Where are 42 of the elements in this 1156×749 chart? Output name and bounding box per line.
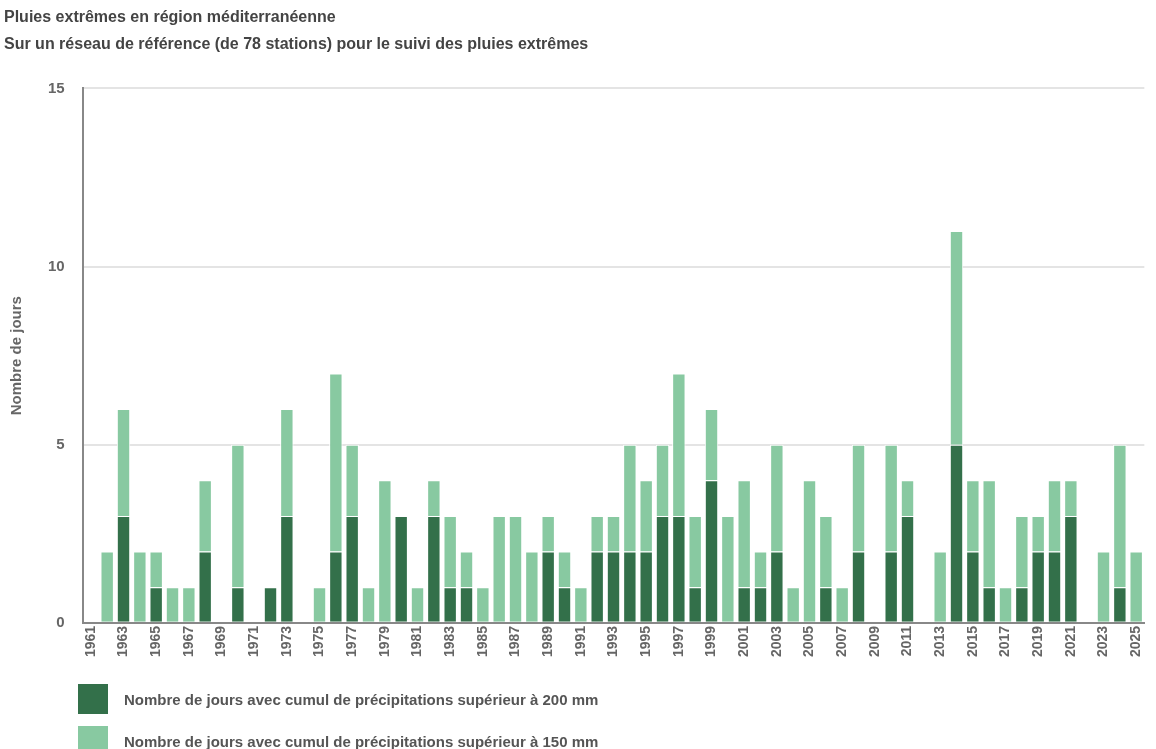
x-tick-label: 2017 (996, 625, 1013, 658)
chart-subtitle: Sur un réseau de référence (de 78 stations) pour le suivi des pluies extrêmes (4, 35, 589, 53)
x-tick-label: 1991 (571, 625, 588, 658)
x-tick-label: 2005 (800, 625, 817, 658)
legend-label: Nombre de jours avec cumul de précipitations supérieur à 150 mm (124, 732, 599, 749)
x-tick-label: 1977 (343, 625, 360, 658)
x-tick-label: 1973 (277, 625, 294, 658)
x-tick-label: 1995 (637, 625, 654, 658)
y-tick-label: 10 (48, 256, 65, 274)
y-tick-label: 0 (56, 613, 65, 630)
x-tick-label: 1987 (506, 625, 523, 658)
x-tick-label: 2001 (735, 625, 752, 658)
x-tick-label: 1981 (408, 625, 425, 658)
x-tick-label: 1975 (310, 625, 327, 658)
y-tick-label: 15 (48, 78, 65, 96)
x-tick-label: 2023 (1094, 625, 1111, 658)
x-tick-label: 1997 (669, 625, 686, 658)
x-tick-label: 1983 (441, 625, 458, 658)
x-tick-label: 2019 (1029, 625, 1046, 658)
y-tick-label: 5 (56, 434, 65, 452)
x-tick-label: 2013 (931, 625, 948, 658)
x-tick-label: 2011 (898, 625, 915, 657)
x-tick-label: 1993 (604, 625, 621, 658)
x-tick-label: 1999 (702, 625, 719, 658)
y-axis-title: Nombre de jours (7, 296, 25, 416)
x-tick-label: 2021 (1061, 625, 1078, 658)
chart-title: Pluies extrêmes en région méditerranéenne (4, 8, 336, 26)
x-tick-label: 1963 (114, 625, 131, 658)
x-tick-label: 1971 (245, 625, 262, 658)
x-tick-label: 2009 (865, 625, 882, 658)
x-tick-label: 1979 (375, 625, 392, 658)
x-tick-label: 2003 (767, 625, 784, 658)
x-tick-label: 1969 (212, 625, 229, 658)
legend-label: Nombre de jours avec cumul de précipitations supérieur à 200 mm (124, 690, 599, 708)
x-tick-label: 2015 (963, 625, 980, 658)
x-tick-label: 1985 (473, 625, 490, 658)
x-tick-label: 1965 (147, 625, 164, 658)
x-tick-label: 1967 (179, 625, 196, 658)
x-tick-label: 1989 (539, 625, 556, 658)
x-tick-label: 1961 (81, 625, 98, 658)
x-tick-label: 2007 (833, 625, 850, 658)
x-tick-label: 2025 (1127, 625, 1144, 658)
